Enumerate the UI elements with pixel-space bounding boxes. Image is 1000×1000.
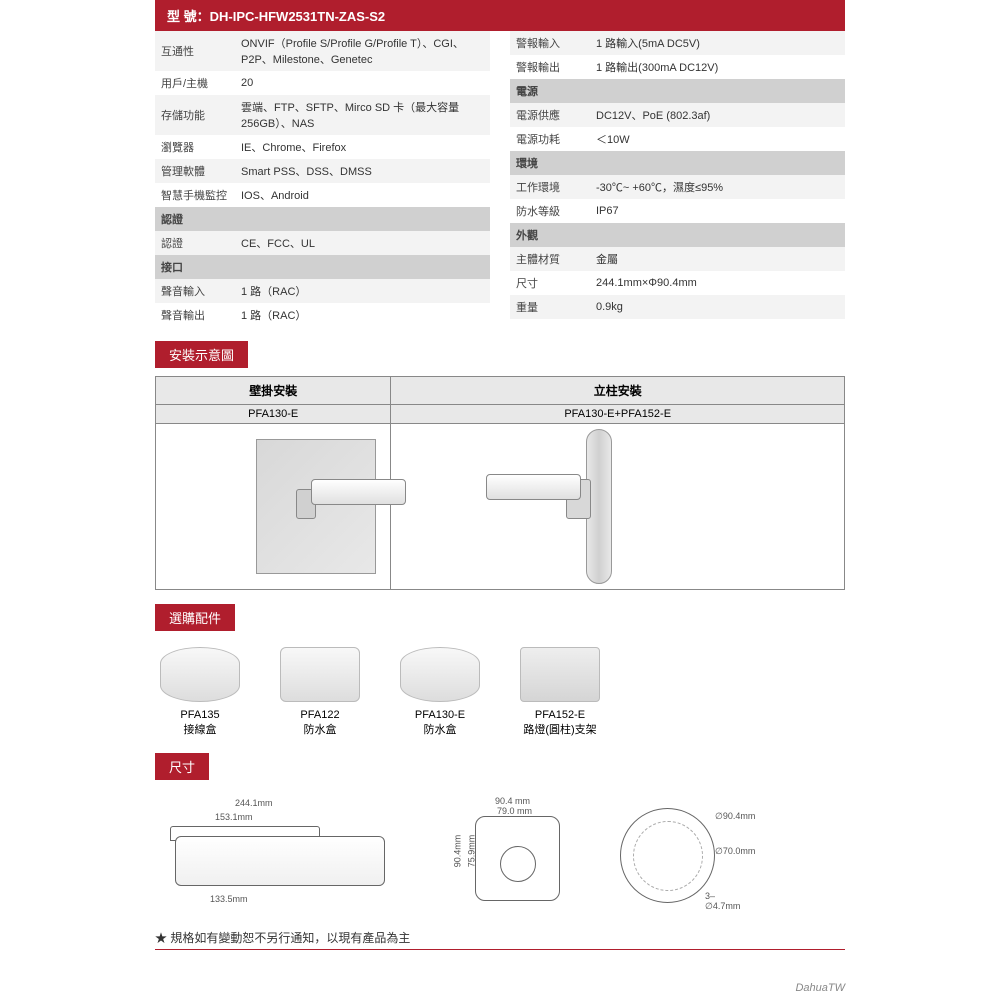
dim-side-view: 244.1mm 153.1mm 133.5mm (155, 796, 435, 911)
spec-value: IP67 (590, 201, 845, 221)
spec-row: 互通性ONVIF（Profile S/Profile G/Profile T）、… (155, 31, 490, 71)
spec-label: 警報輸出 (510, 55, 590, 79)
spec-label: 電源供應 (510, 103, 590, 127)
install-table: 壁掛安裝 立柱安裝 PFA130-E PFA130-E+PFA152-E (155, 376, 845, 590)
spec-row: 重量0.9kg (510, 295, 845, 319)
spec-row: 電源功耗＜10W (510, 127, 845, 151)
spec-row: 工作環境-30℃~ +60℃，濕度≤95% (510, 175, 845, 199)
spec-row: 防水等級IP67 (510, 199, 845, 223)
spec-row: 警報輸出1 路輸出(300mA DC12V) (510, 55, 845, 79)
spec-label: 警報輸入 (510, 31, 590, 55)
spec-label: 電源功耗 (510, 127, 590, 151)
spec-label: 防水等級 (510, 199, 590, 223)
spec-value: 1 路（RAC） (235, 303, 490, 327)
install-pole-code: PFA130-E+PFA152-E (391, 405, 845, 424)
spec-right-col: 警報輸入1 路輸入(5mA DC5V)警報輸出1 路輸出(300mA DC12V… (510, 31, 845, 327)
accessory-image (520, 647, 600, 702)
accessory-name: 路燈(圓柱)支架 (515, 723, 605, 738)
spec-label: 瀏覽器 (155, 135, 235, 159)
accessory-item: PFA122防水盒 (275, 647, 365, 739)
spec-value: CE、FCC、UL (235, 231, 490, 255)
spec-value: 雲端、FTP、SFTP、Mirco SD 卡（最大容量256GB）、NAS (235, 95, 490, 135)
install-wall-code: PFA130-E (156, 405, 391, 424)
spec-row: 主體材質金屬 (510, 247, 845, 271)
spec-value: IE、Chrome、Firefox (235, 135, 490, 159)
spec-left-col: 互通性ONVIF（Profile S/Profile G/Profile T）、… (155, 31, 490, 327)
install-wall-diagram (156, 424, 391, 590)
accessory-image (400, 647, 480, 702)
spec-value: ONVIF（Profile S/Profile G/Profile T）、CGI… (235, 31, 490, 71)
dimension-diagrams: 244.1mm 153.1mm 133.5mm 90.4 mm 79.0 mm … (155, 796, 845, 911)
accessory-item: PFA152-E路燈(圓柱)支架 (515, 647, 605, 739)
brand-label: DahuaTW (795, 982, 845, 994)
spec-label: 聲音輸出 (155, 303, 235, 327)
spec-header: 接口 (155, 255, 490, 279)
spec-header: 電源 (510, 79, 845, 103)
footer-divider (155, 949, 845, 950)
accessory-code: PFA152-E (515, 708, 605, 723)
dim-back-view: ∅90.4mm ∅70.0mm 3–∅4.7mm (605, 796, 735, 911)
spec-value: 1 路輸出(300mA DC12V) (590, 55, 845, 79)
accessories-section-tag: 選購配件 (155, 604, 235, 631)
spec-row: 聲音輸入1 路（RAC） (155, 279, 490, 303)
spec-row: 瀏覽器IE、Chrome、Firefox (155, 135, 490, 159)
spec-table-wrap: 互通性ONVIF（Profile S/Profile G/Profile T）、… (155, 31, 845, 327)
spec-value: 1 路（RAC） (235, 279, 490, 303)
spec-label: 尺寸 (510, 271, 590, 295)
accessory-name: 防水盒 (395, 723, 485, 738)
spec-row: 認證CE、FCC、UL (155, 231, 490, 255)
dim-front-view: 90.4 mm 79.0 mm 75.9mm 90.4mm (455, 796, 585, 911)
install-section-tag: 安裝示意圖 (155, 341, 248, 368)
spec-value: 20 (235, 73, 490, 93)
spec-value: IOS、Android (235, 183, 490, 207)
model-number: DH-IPC-HFW2531TN-ZAS-S2 (210, 9, 386, 24)
spec-header: 認證 (155, 207, 490, 231)
accessory-image (280, 647, 360, 702)
spec-label: 用戶/主機 (155, 71, 235, 95)
spec-label: 重量 (510, 295, 590, 319)
spec-label: 存儲功能 (155, 103, 235, 127)
title-prefix: 型 號： (167, 9, 210, 24)
spec-label: 主體材質 (510, 247, 590, 271)
spec-value: ＜10W (590, 127, 845, 151)
accessories-list: PFA135接線盒PFA122防水盒PFA130-E防水盒PFA152-E路燈(… (155, 647, 845, 739)
spec-header: 外觀 (510, 223, 845, 247)
spec-value: Smart PSS、DSS、DMSS (235, 159, 490, 183)
spec-row: 用戶/主機20 (155, 71, 490, 95)
spec-label: 認證 (155, 231, 235, 255)
spec-header: 環境 (510, 151, 845, 175)
spec-row: 智慧手機監控IOS、Android (155, 183, 490, 207)
spec-row: 電源供應DC12V、PoE (802.3af) (510, 103, 845, 127)
spec-value: 金屬 (590, 247, 845, 271)
spec-row: 警報輸入1 路輸入(5mA DC5V) (510, 31, 845, 55)
spec-label: 工作環境 (510, 175, 590, 199)
spec-label: 聲音輸入 (155, 279, 235, 303)
accessory-name: 接線盒 (155, 723, 245, 738)
spec-label: 管理軟體 (155, 159, 235, 183)
accessory-image (160, 647, 240, 702)
spec-row: 管理軟體Smart PSS、DSS、DMSS (155, 159, 490, 183)
spec-label: 智慧手機監控 (155, 183, 235, 207)
spec-value: 244.1mm×Φ90.4mm (590, 273, 845, 293)
spec-value: 1 路輸入(5mA DC5V) (590, 31, 845, 55)
accessory-name: 防水盒 (275, 723, 365, 738)
dim-section-tag: 尺寸 (155, 753, 209, 780)
spec-row: 尺寸244.1mm×Φ90.4mm (510, 271, 845, 295)
model-title-bar: 型 號：DH-IPC-HFW2531TN-ZAS-S2 (155, 0, 845, 31)
accessory-code: PFA135 (155, 708, 245, 723)
install-wall-header: 壁掛安裝 (156, 377, 391, 405)
accessory-code: PFA130-E (395, 708, 485, 723)
accessory-item: PFA135接線盒 (155, 647, 245, 739)
spec-value: 0.9kg (590, 297, 845, 317)
spec-row: 聲音輸出1 路（RAC） (155, 303, 490, 327)
footer-note: ★ 規格如有變動恕不另行通知，以現有產品為主 (155, 929, 845, 946)
spec-row: 存儲功能雲端、FTP、SFTP、Mirco SD 卡（最大容量256GB）、NA… (155, 95, 490, 135)
accessory-code: PFA122 (275, 708, 365, 723)
spec-value: -30℃~ +60℃，濕度≤95% (590, 175, 845, 199)
install-pole-header: 立柱安裝 (391, 377, 845, 405)
spec-label: 互通性 (155, 39, 235, 63)
install-pole-diagram (391, 424, 845, 590)
accessory-item: PFA130-E防水盒 (395, 647, 485, 739)
spec-value: DC12V、PoE (802.3af) (590, 103, 845, 127)
